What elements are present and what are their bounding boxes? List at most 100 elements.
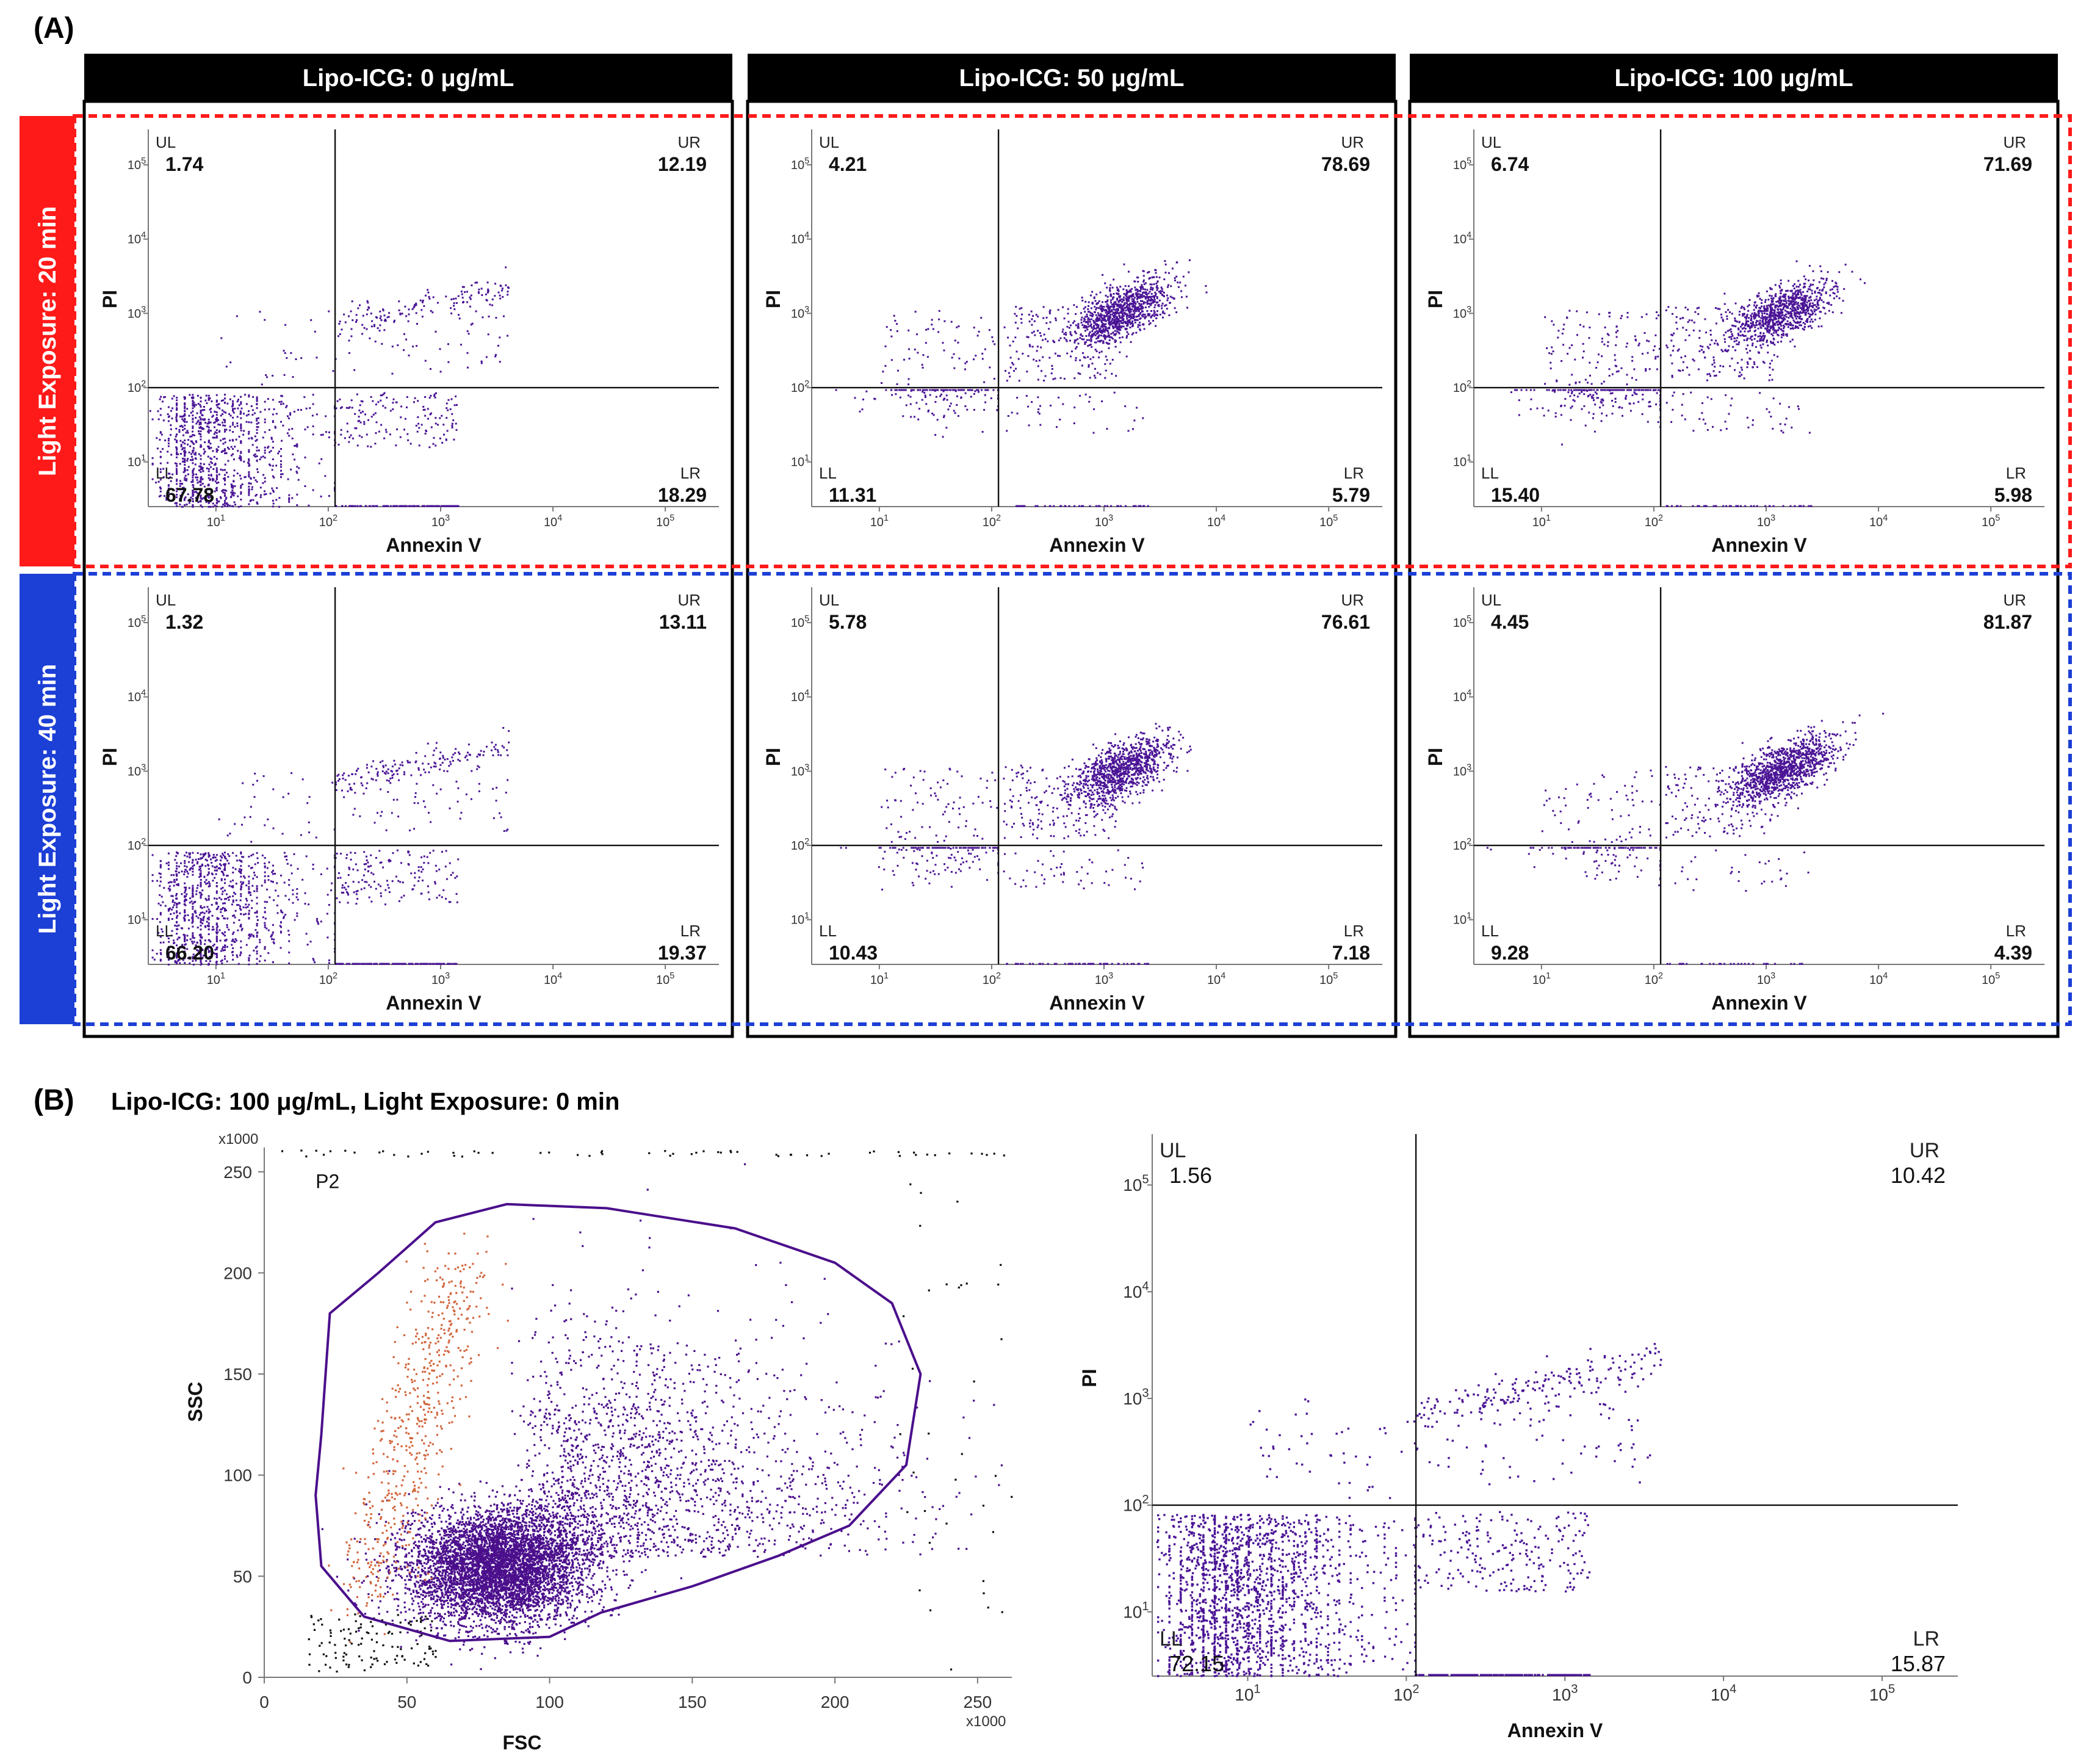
data-point — [1792, 292, 1794, 294]
data-point — [1031, 318, 1033, 320]
data-point — [1806, 309, 1808, 311]
row-header: Light Exposure: 20 min — [34, 206, 61, 476]
data-point — [1693, 330, 1695, 331]
data-point — [452, 427, 453, 428]
data-point — [1162, 317, 1164, 319]
data-point — [214, 411, 215, 413]
data-point — [1552, 390, 1554, 392]
data-point — [1119, 297, 1120, 298]
quadrant-ll-value: 15.40 — [1491, 484, 1540, 506]
data-point — [441, 442, 443, 444]
data-point — [1086, 314, 1088, 316]
data-point — [1069, 327, 1070, 329]
data-point — [1745, 348, 1747, 350]
data-point — [1092, 328, 1094, 330]
data-point — [184, 890, 186, 892]
data-point — [312, 433, 314, 435]
data-point — [926, 389, 928, 391]
data-point — [1799, 284, 1801, 286]
data-point — [156, 437, 157, 439]
data-point — [922, 399, 923, 401]
quadrant-ll-name: LL — [1481, 464, 1499, 482]
data-point — [1144, 328, 1146, 330]
data-point — [1736, 337, 1738, 339]
data-point — [487, 292, 489, 294]
data-point — [1060, 505, 1062, 507]
data-point — [1142, 292, 1144, 294]
data-point — [1049, 505, 1051, 507]
data-point — [440, 371, 442, 372]
data-point — [222, 438, 224, 440]
data-point — [1579, 389, 1581, 391]
data-point — [1799, 322, 1800, 324]
data-point — [1037, 505, 1039, 507]
data-point — [1126, 293, 1128, 295]
data-point — [296, 504, 298, 506]
data-point — [1081, 335, 1083, 337]
data-point — [1117, 312, 1119, 314]
data-point — [1759, 392, 1761, 394]
quadrant-ll-value: 11.31 — [829, 484, 876, 506]
data-point — [947, 389, 948, 391]
data-point — [220, 439, 222, 441]
data-point — [951, 321, 953, 323]
data-point — [350, 435, 352, 436]
data-point — [1551, 353, 1553, 355]
y-tick-label: 102 — [128, 837, 146, 853]
data-point — [1101, 325, 1103, 327]
data-point — [1803, 505, 1805, 507]
data-point — [417, 423, 419, 425]
data-point — [1131, 306, 1133, 308]
data-point — [1157, 305, 1159, 306]
data-point — [1099, 306, 1101, 308]
data-point — [162, 400, 164, 402]
data-point — [1571, 405, 1573, 407]
data-point — [377, 401, 379, 403]
y-tick-label: 104 — [128, 231, 146, 247]
data-point — [1085, 335, 1087, 337]
data-point — [184, 460, 186, 461]
data-point — [1761, 336, 1763, 338]
data-point — [447, 343, 449, 345]
data-point — [292, 889, 294, 891]
data-point — [461, 294, 463, 295]
data-point — [154, 959, 156, 961]
data-point — [1089, 321, 1091, 323]
data-point — [221, 490, 223, 492]
data-point — [1115, 340, 1117, 342]
data-point — [1633, 368, 1635, 370]
data-point — [1754, 327, 1756, 328]
data-point — [168, 446, 170, 447]
data-point — [384, 320, 386, 322]
data-point — [216, 421, 218, 422]
data-point — [1142, 306, 1144, 308]
data-point — [296, 494, 298, 496]
data-point — [1780, 280, 1782, 281]
data-point — [1687, 321, 1689, 323]
data-point — [1062, 328, 1064, 330]
data-point — [1769, 367, 1770, 369]
data-point — [1729, 329, 1731, 331]
data-point — [1764, 336, 1766, 338]
data-point — [207, 456, 209, 458]
data-point — [931, 324, 933, 325]
data-point — [1794, 313, 1796, 314]
data-point — [1142, 288, 1144, 290]
data-point — [1039, 413, 1041, 414]
data-point — [1796, 286, 1798, 287]
data-point — [478, 292, 480, 294]
data-point — [1150, 305, 1152, 306]
data-point — [507, 294, 508, 295]
data-point — [1122, 298, 1124, 300]
data-point — [248, 431, 250, 433]
data-point — [256, 423, 258, 425]
data-point — [240, 941, 242, 942]
data-point — [1808, 325, 1809, 327]
data-point — [168, 853, 170, 855]
data-point — [1115, 303, 1117, 305]
data-point — [200, 406, 202, 408]
data-point — [1556, 380, 1557, 382]
data-point — [455, 748, 456, 750]
data-point — [890, 389, 892, 391]
